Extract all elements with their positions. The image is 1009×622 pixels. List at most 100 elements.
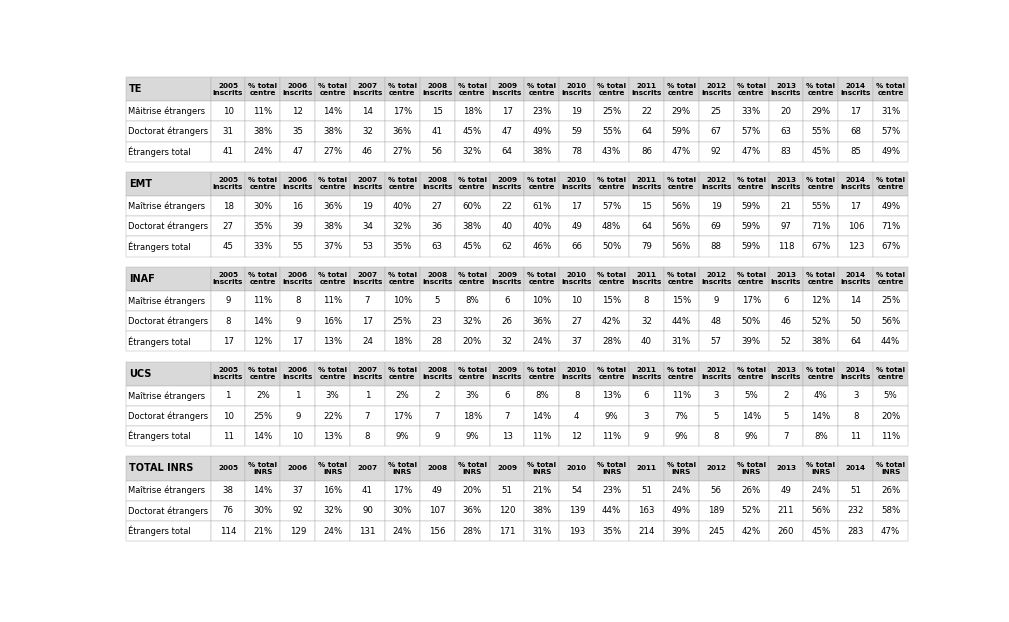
Bar — [594, 196, 629, 216]
Bar — [873, 172, 908, 196]
Bar — [385, 77, 420, 101]
Bar — [873, 101, 908, 121]
Bar — [699, 406, 734, 426]
Text: 92: 92 — [711, 147, 721, 156]
Bar — [559, 426, 594, 446]
Text: 47: 47 — [501, 127, 513, 136]
Text: 2008
inscrits: 2008 inscrits — [422, 272, 452, 285]
Text: 211: 211 — [778, 506, 794, 516]
Bar — [455, 172, 489, 196]
Text: 193: 193 — [569, 526, 585, 536]
Bar — [803, 196, 838, 216]
Text: Maîtrise étrangers: Maîtrise étrangers — [128, 202, 206, 211]
Text: 16: 16 — [293, 202, 304, 211]
Bar — [769, 426, 803, 446]
Bar — [489, 77, 525, 101]
Text: 2005: 2005 — [218, 465, 238, 471]
Text: 17%: 17% — [393, 412, 412, 420]
Bar — [525, 406, 559, 426]
Text: 2013: 2013 — [776, 465, 796, 471]
Text: 7: 7 — [783, 432, 789, 440]
Bar — [769, 501, 803, 521]
Bar — [281, 332, 315, 351]
Text: 2005
inscrits: 2005 inscrits — [213, 272, 243, 285]
Text: 17: 17 — [571, 202, 582, 211]
Bar — [245, 457, 281, 481]
Text: 23: 23 — [432, 317, 443, 326]
Text: % total
centre: % total centre — [806, 177, 835, 190]
Text: 11%: 11% — [253, 297, 272, 305]
Bar — [594, 101, 629, 121]
Bar — [629, 142, 664, 162]
Text: 32: 32 — [362, 127, 373, 136]
Text: 12: 12 — [293, 107, 304, 116]
Text: 15: 15 — [432, 107, 443, 116]
Bar — [699, 311, 734, 332]
Text: 66: 66 — [571, 242, 582, 251]
Text: 35: 35 — [293, 127, 304, 136]
Bar — [455, 332, 489, 351]
Text: 156: 156 — [429, 526, 446, 536]
Bar — [245, 311, 281, 332]
Text: % total
centre: % total centre — [458, 272, 486, 285]
Bar — [838, 142, 873, 162]
Bar — [245, 501, 281, 521]
Text: % total
centre: % total centre — [806, 272, 835, 285]
Text: 2011
inscrits: 2011 inscrits — [632, 272, 662, 285]
Bar — [664, 426, 699, 446]
Text: 8: 8 — [713, 432, 719, 440]
Text: % total
centre: % total centre — [387, 272, 417, 285]
Text: 32: 32 — [501, 337, 513, 346]
Bar — [245, 142, 281, 162]
Text: 2007: 2007 — [357, 465, 377, 471]
Text: 45: 45 — [223, 242, 233, 251]
Bar — [126, 361, 211, 386]
Bar — [455, 291, 489, 311]
Bar — [769, 142, 803, 162]
Bar — [126, 196, 211, 216]
Text: 2012
inscrits: 2012 inscrits — [701, 177, 732, 190]
Text: 2013
inscrits: 2013 inscrits — [771, 83, 801, 96]
Bar — [559, 311, 594, 332]
Bar — [734, 386, 769, 406]
Bar — [664, 311, 699, 332]
Bar — [315, 77, 350, 101]
Text: 14%: 14% — [533, 412, 552, 420]
Bar — [455, 521, 489, 541]
Text: 27: 27 — [432, 202, 443, 211]
Bar — [315, 236, 350, 257]
Text: 17: 17 — [501, 107, 513, 116]
Text: % total
centre: % total centre — [737, 83, 766, 96]
Bar — [350, 291, 385, 311]
Bar — [245, 481, 281, 501]
Bar — [734, 457, 769, 481]
Bar — [769, 457, 803, 481]
Bar — [211, 77, 245, 101]
Bar — [525, 332, 559, 351]
Text: EMT: EMT — [129, 179, 152, 189]
Bar — [838, 501, 873, 521]
Text: 14%: 14% — [253, 317, 272, 326]
Text: 57: 57 — [710, 337, 721, 346]
Bar — [873, 426, 908, 446]
Bar — [629, 77, 664, 101]
Bar — [559, 332, 594, 351]
Bar — [385, 196, 420, 216]
Bar — [315, 196, 350, 216]
Bar — [664, 196, 699, 216]
Bar — [525, 77, 559, 101]
Text: 17: 17 — [851, 202, 862, 211]
Text: 24%: 24% — [323, 526, 342, 536]
Bar — [420, 521, 455, 541]
Text: 27%: 27% — [393, 147, 412, 156]
Text: 16%: 16% — [323, 486, 342, 495]
Bar — [803, 142, 838, 162]
Text: 36%: 36% — [533, 317, 552, 326]
Text: 31%: 31% — [881, 107, 900, 116]
Bar — [420, 101, 455, 121]
Text: 38%: 38% — [811, 337, 830, 346]
Bar — [350, 426, 385, 446]
Text: 114: 114 — [220, 526, 236, 536]
Bar — [664, 406, 699, 426]
Bar — [315, 291, 350, 311]
